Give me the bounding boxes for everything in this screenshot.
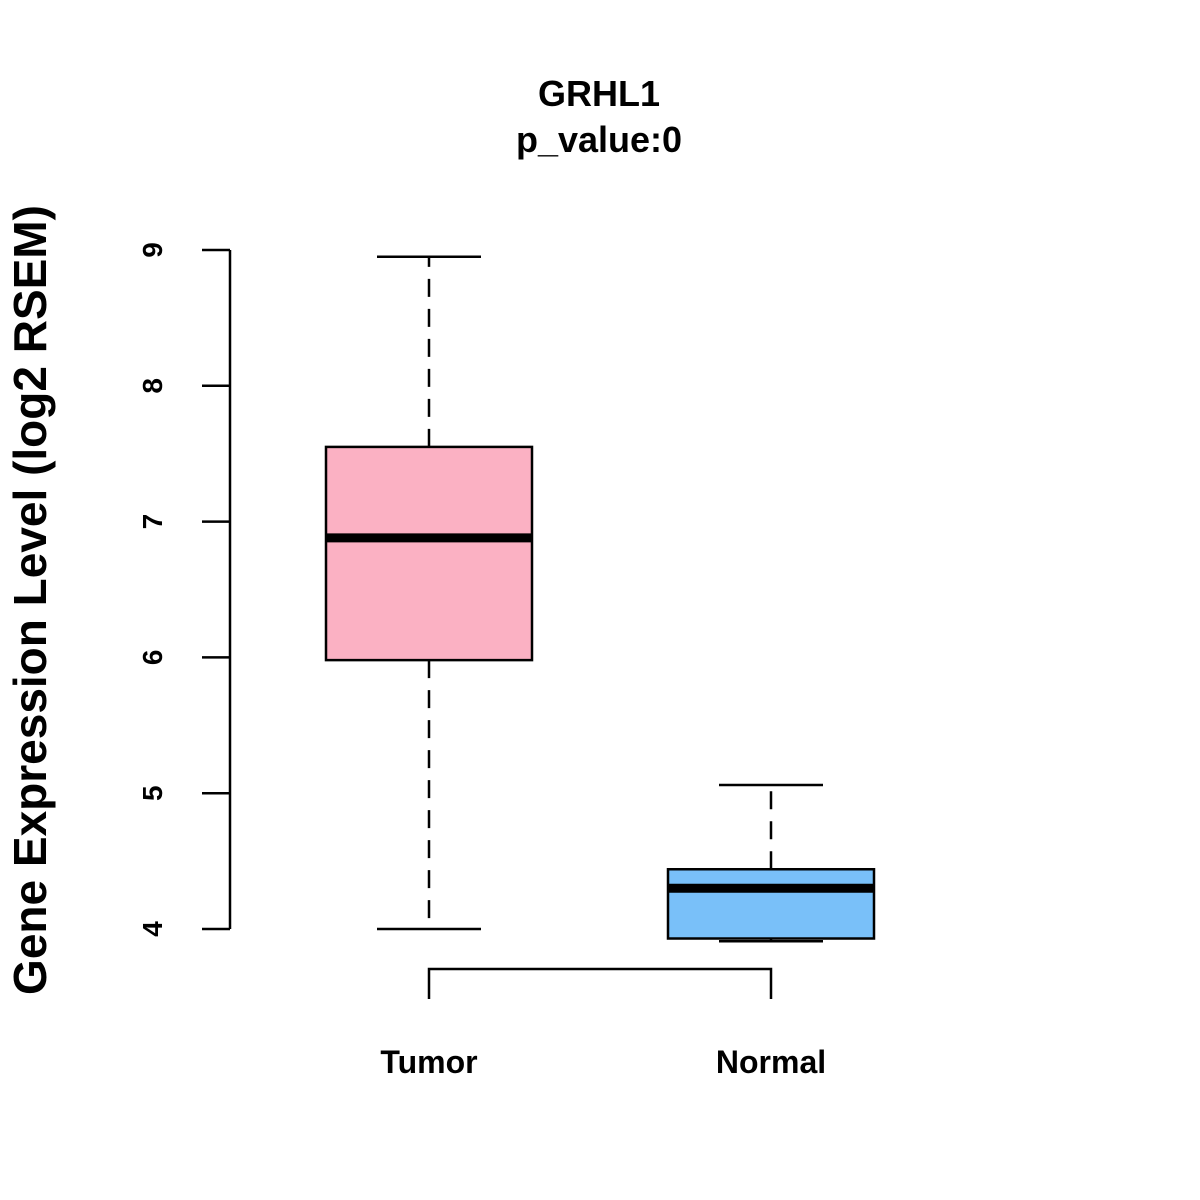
boxes: [324, 255, 876, 943]
y-tick-label: 7: [137, 514, 168, 530]
x-axis-labels: Tumor Normal: [380, 1044, 826, 1080]
chart-subtitle: p_value:0: [516, 119, 682, 160]
y-tick-label: 9: [137, 242, 168, 258]
y-tick-label: 4: [137, 921, 168, 937]
y-tick-label: 6: [137, 650, 168, 666]
y-tick-label: 5: [137, 785, 168, 801]
box-iqr: [324, 445, 534, 662]
chart-title: GRHL1: [538, 73, 660, 114]
x-category-label: Tumor: [380, 1044, 477, 1080]
y-axis: 4 5 6 7 8 9: [137, 242, 232, 937]
y-tick-label: 8: [137, 378, 168, 394]
y-axis-label: Gene Expression Level (log2 RSEM): [4, 205, 56, 995]
box-iqr: [666, 867, 876, 940]
box-normal: [666, 783, 876, 943]
bracket-line: [427, 967, 773, 999]
x-category-label: Normal: [716, 1044, 826, 1080]
box-tumor: [324, 255, 534, 931]
comparison-bracket: [427, 967, 773, 999]
